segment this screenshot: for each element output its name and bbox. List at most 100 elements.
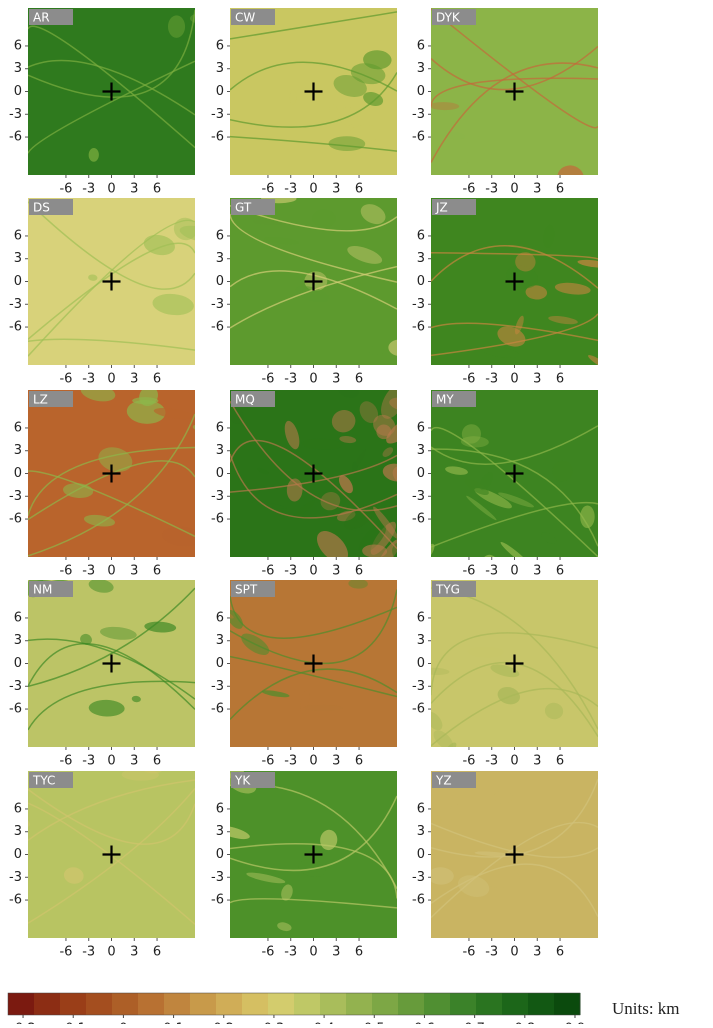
map-texture	[619, 641, 634, 650]
y-tick-label: 3	[417, 61, 425, 76]
panel-label: GT	[235, 201, 252, 215]
map-texture	[650, 85, 660, 98]
x-tick-label: 3	[332, 182, 340, 197]
x-tick-label: -6	[59, 372, 72, 387]
map-texture	[608, 76, 647, 123]
panel-label: NM	[33, 583, 52, 597]
y-tick-label: -6	[412, 512, 425, 527]
y-tick-label: 0	[216, 656, 224, 671]
map-texture	[688, 438, 713, 466]
x-tick-label: -3	[82, 182, 95, 197]
x-tick-label: 3	[332, 564, 340, 579]
y-tick-label: 0	[417, 274, 425, 289]
colorbar-cell	[268, 993, 295, 1015]
x-tick-label: 3	[130, 182, 138, 197]
x-tick-label: 6	[556, 945, 564, 960]
map-texture	[625, 555, 648, 573]
map-texture	[622, 559, 630, 581]
colorbar-cell	[372, 993, 399, 1015]
map-texture	[701, 475, 713, 491]
y-tick-label: 0	[417, 656, 425, 671]
map-texture	[645, 790, 667, 807]
map-texture	[684, 410, 713, 444]
panel-label: AR	[33, 11, 50, 25]
x-tick-label: 6	[153, 754, 161, 769]
x-tick-label: 0	[309, 754, 317, 769]
x-tick-label: -6	[59, 945, 72, 960]
x-tick-label: -6	[261, 182, 274, 197]
map-texture	[176, 752, 195, 769]
map-texture	[391, 566, 400, 573]
panel-label: DS	[33, 201, 50, 215]
y-tick-label: 0	[216, 274, 224, 289]
x-tick-label: -6	[59, 564, 72, 579]
y-tick-label: 6	[14, 610, 22, 625]
x-tick-label: -3	[485, 945, 498, 960]
panel-label: TYC	[32, 774, 55, 788]
map-texture	[625, 439, 651, 466]
y-tick-label: 3	[216, 633, 224, 648]
map-texture	[692, 289, 713, 330]
map-texture	[0, 646, 4, 676]
panel-label: YK	[234, 774, 251, 788]
map-texture	[2, 457, 13, 470]
y-tick-label: -3	[412, 870, 425, 885]
x-tick-label: -6	[462, 945, 475, 960]
panel-label: SPT	[235, 583, 258, 597]
map-texture	[699, 861, 713, 880]
map-texture	[598, 385, 617, 401]
map-texture	[697, 349, 713, 391]
colorbar-cell	[346, 993, 373, 1015]
y-tick-label: -3	[412, 489, 425, 504]
x-tick-label: 3	[130, 564, 138, 579]
map-texture	[342, 961, 383, 987]
map-texture	[672, 415, 708, 447]
map-texture	[187, 183, 225, 194]
map-texture	[0, 555, 8, 564]
y-tick-label: 0	[14, 274, 22, 289]
map-texture	[648, 721, 683, 762]
map-texture	[205, 149, 233, 183]
map-texture	[0, 381, 28, 420]
y-tick-label: -6	[9, 130, 22, 145]
map-texture	[663, 751, 702, 785]
map-texture	[0, 151, 28, 190]
map-texture	[674, 856, 689, 871]
x-tick-label: 3	[130, 754, 138, 769]
panel-label: YZ	[435, 774, 452, 788]
map-texture	[676, 733, 685, 738]
y-tick-label: 0	[417, 847, 425, 862]
map-texture	[692, 556, 713, 592]
y-tick-label: -6	[9, 702, 22, 717]
map-texture	[326, 958, 372, 997]
colorbar-cell	[528, 993, 555, 1015]
x-tick-label: 3	[533, 945, 541, 960]
x-tick-label: -6	[462, 182, 475, 197]
x-tick-label: -3	[485, 564, 498, 579]
map-texture	[686, 184, 713, 221]
map-texture	[703, 372, 713, 397]
map-texture	[611, 781, 647, 818]
map-texture	[625, 405, 645, 441]
x-tick-label: 3	[533, 372, 541, 387]
map-texture	[634, 882, 664, 913]
colorbar-cell	[138, 993, 165, 1015]
map-texture	[651, 308, 678, 346]
map-texture	[691, 773, 708, 808]
map-texture	[698, 769, 713, 791]
x-tick-label: -6	[462, 564, 475, 579]
colorbar-cell	[190, 993, 217, 1015]
map-texture	[614, 725, 654, 764]
map-texture	[258, 962, 294, 984]
y-tick-label: 3	[14, 61, 22, 76]
x-tick-label: 0	[309, 564, 317, 579]
map-texture	[398, 221, 431, 243]
colorbar-cell	[398, 993, 425, 1015]
map-texture	[630, 535, 663, 574]
x-tick-label: 6	[556, 754, 564, 769]
map-texture	[423, 360, 460, 394]
y-tick-label: -3	[412, 297, 425, 312]
map-texture	[602, 511, 610, 540]
map-texture	[514, 950, 547, 977]
x-tick-label: 0	[510, 754, 518, 769]
